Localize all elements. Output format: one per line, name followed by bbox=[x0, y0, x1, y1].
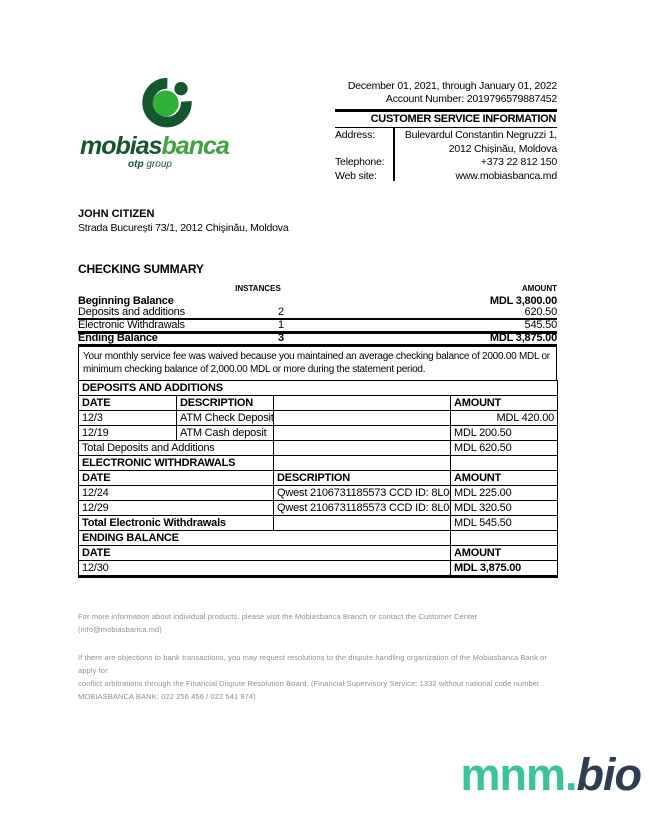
withdrawal-row: 12/29 Qwest 2106731185573 CCD ID: 8L065p… bbox=[78, 500, 559, 516]
deposits-header-row: DATE DESCRIPTION AMOUNT bbox=[78, 395, 559, 411]
withdrawals-col-description: DESCRIPTION bbox=[273, 470, 451, 486]
footer-bank-phone-line: MOBIASBANCA BANK: 022 256 456 / 022 541 … bbox=[78, 692, 256, 701]
mobiasbanca-logo-icon bbox=[142, 78, 192, 128]
telephone-label: Telephone: bbox=[335, 156, 385, 168]
footer-info-line: For more information about individual pr… bbox=[78, 612, 478, 634]
bank-logo: mobiasbanca otp group bbox=[80, 68, 230, 170]
website-value: www.mobiasbanca.md bbox=[455, 169, 558, 182]
brand-name-banca: banca bbox=[161, 132, 230, 160]
brand-name: mobiasbanca bbox=[80, 132, 230, 160]
summary-row-ending-balance: Ending Balance 3 MDL 3,875.00 bbox=[78, 332, 557, 347]
service-fee-note-line2: minimum checking balance of 2,000.00 MDL… bbox=[83, 364, 426, 375]
summary-header-row: INSTANCES AMOUNT bbox=[78, 281, 557, 293]
watermark-mnm: mnm. bbox=[460, 749, 578, 800]
deposits-total-row: Total Deposits and Additions MDL 620.50 bbox=[78, 440, 559, 456]
watermark-bio: bio bbox=[576, 749, 642, 800]
statement-body: CHECKING SUMMARY INSTANCES AMOUNT Beginn… bbox=[77, 262, 559, 578]
withdrawals-header-row: DATE DESCRIPTION AMOUNT bbox=[78, 470, 559, 486]
customer-name: JOHN CITIZEN bbox=[78, 208, 155, 220]
withdrawals-title-row: ELECTRONIC WITHDRAWALS bbox=[78, 455, 559, 471]
deposit-row: 12/3 ATM Check Deposit MDL 420.00 bbox=[78, 410, 559, 426]
customer-block: JOHN CITIZEN Strada București 73/1, 2012… bbox=[78, 207, 289, 235]
customer-service-info: Address: Bulevardul Constantin Negruzzi … bbox=[335, 128, 557, 183]
statement-period: December 01, 2021, through January 01, 2… bbox=[347, 80, 557, 92]
telephone-row: Telephone: +373 22 812 150 bbox=[335, 156, 557, 170]
deposits-total-amount: MDL 620.50 bbox=[449, 440, 559, 456]
summary-row-deposits: Deposits and additions 2 620.50 bbox=[78, 306, 557, 320]
website-label: Web site: bbox=[335, 169, 377, 182]
statement-footer: For more information about individual pr… bbox=[78, 610, 548, 703]
otp-group-label: otp group bbox=[128, 159, 172, 170]
withdrawals-col-date: DATE bbox=[78, 470, 274, 486]
ending-balance-col-date: DATE bbox=[78, 545, 451, 561]
ending-balance-col-amount: AMOUNT bbox=[449, 545, 559, 561]
address-value-line1: Bulevardul Constantin Negruzzi 1, bbox=[404, 129, 557, 141]
ending-balance-header-row: DATE AMOUNT bbox=[78, 545, 559, 561]
withdrawals-total-row: Total Electronic Withdrawals MDL 545.50 bbox=[78, 515, 559, 531]
account-number: Account Number: 2019796579887452 bbox=[385, 93, 557, 105]
withdrawals-total-label: Total Electronic Withdrawals bbox=[78, 515, 274, 531]
footer-dispute-line1: If there are objections to bank transact… bbox=[78, 653, 547, 675]
ending-balance-row: 12/30 MDL 3,875.00 bbox=[78, 560, 559, 578]
customer-address: Strada București 73/1, 2012 Chişinău, Mo… bbox=[78, 222, 289, 234]
deposits-total-label: Total Deposits and Additions bbox=[78, 440, 274, 456]
ending-balance-title-row: ENDING BALANCE bbox=[78, 530, 559, 546]
ending-balance-title: ENDING BALANCE bbox=[78, 530, 451, 546]
summary-row-beginning-balance: Beginning Balance MDL 3,800.00 bbox=[78, 294, 557, 307]
summary-col-amount: AMOUNT bbox=[521, 284, 557, 293]
telephone-value: +373 22 812 150 bbox=[480, 156, 557, 168]
customer-service-title: CUSTOMER SERVICE INFORMATION bbox=[370, 113, 557, 125]
deposits-col-description: DESCRIPTION bbox=[176, 395, 274, 411]
withdrawals-title: ELECTRONIC WITHDRAWALS bbox=[78, 455, 274, 471]
deposits-col-amount: AMOUNT bbox=[449, 395, 559, 411]
service-fee-note-line1: Your monthly service fee was waived beca… bbox=[83, 351, 550, 362]
checking-summary-title: CHECKING SUMMARY bbox=[78, 262, 204, 276]
withdrawals-col-amount: AMOUNT bbox=[449, 470, 559, 486]
address-label: Address: bbox=[335, 129, 375, 141]
address-row: Address: Bulevardul Constantin Negruzzi … bbox=[335, 129, 557, 143]
address-row-2: 2012 Chișinău, Moldova bbox=[335, 143, 557, 157]
withdrawals-total-amount: MDL 545.50 bbox=[449, 515, 559, 531]
deposits-col-date: DATE bbox=[78, 395, 177, 411]
deposits-title: DEPOSITS AND ADDITIONS bbox=[77, 380, 559, 396]
transactions-table: DEPOSITS AND ADDITIONS DATE DESCRIPTION … bbox=[77, 380, 559, 578]
header-divider-thin bbox=[335, 127, 557, 128]
footer-dispute-line2: conflict arbitrations through the Financ… bbox=[78, 679, 542, 688]
header-divider-thick bbox=[335, 109, 557, 112]
service-fee-note: Your monthly service fee was waived beca… bbox=[78, 347, 557, 380]
summary-col-instances: INSTANCES bbox=[235, 284, 281, 293]
mnm-bio-watermark: mnm.bio bbox=[460, 749, 643, 800]
website-row: Web site: www.mobiasbanca.md bbox=[335, 170, 557, 184]
summary-row-withdrawals: Electronic Withdrawals 1 545.50 bbox=[78, 319, 557, 334]
brand-name-mobias: mobias bbox=[80, 132, 163, 160]
withdrawal-row: 12/24 Qwest 2106731185573 CCD ID: 8L065p… bbox=[78, 485, 559, 501]
deposit-row: 12/19 ATM Cash deposit MDL 200.50 bbox=[78, 425, 559, 441]
deposits-title-row: DEPOSITS AND ADDITIONS bbox=[77, 380, 559, 396]
statement-header: December 01, 2021, through January 01, 2… bbox=[335, 80, 557, 183]
address-value-line2: 2012 Chișinău, Moldova bbox=[448, 142, 557, 155]
